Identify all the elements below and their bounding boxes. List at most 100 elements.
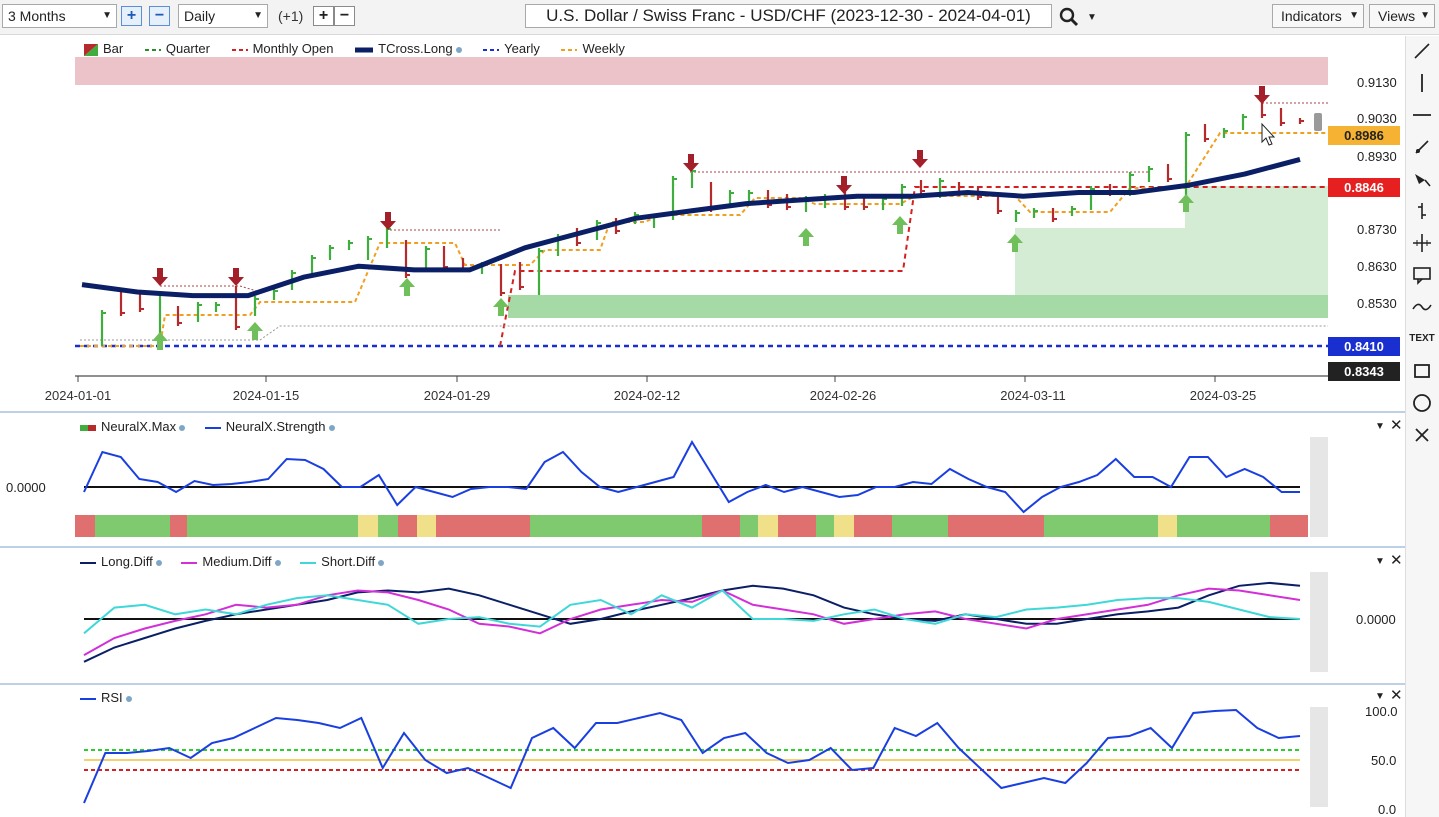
panel-menu-icon[interactable]: ▼ — [1375, 421, 1385, 432]
price-marker-tool-icon[interactable] — [1409, 198, 1435, 224]
price-tick-label: 0.8630 — [1357, 259, 1397, 274]
neural-max-segment — [378, 515, 398, 537]
delete-drawings-icon[interactable] — [1409, 422, 1435, 448]
legend-medium-diff[interactable]: Medium.Diff — [181, 554, 281, 569]
offset-label: (+1) — [278, 8, 304, 24]
settings-dot-icon[interactable] — [378, 559, 385, 566]
crosshair-tool-icon[interactable] — [1409, 230, 1435, 256]
buy-signal-arrow-icon — [399, 278, 415, 296]
diff-zero-label: 0.0000 — [1356, 612, 1396, 627]
legend-short-diff-label: Short.Diff — [321, 554, 376, 569]
drawing-tools-panel — [1405, 36, 1439, 817]
horizontal-line-tool-icon[interactable] — [1409, 102, 1435, 128]
settings-dot-icon[interactable] — [328, 424, 335, 431]
buy-signal-arrow-icon — [892, 216, 908, 234]
text-tool-icon[interactable]: TEXT — [1409, 333, 1435, 344]
interval-select[interactable]: Daily ▼ — [178, 4, 268, 28]
rsi-line — [83, 708, 1301, 804]
price-tick-label: 0.8730 — [1357, 222, 1397, 237]
buy-signal-arrow-icon — [798, 228, 814, 246]
trend-line-tool-icon[interactable] — [1409, 38, 1435, 64]
toolbar: 3 Months ▼ + − Daily ▼ (+1) + − U.S. Dolla… — [0, 0, 1439, 35]
legend-monthly-open-label: Monthly Open — [252, 41, 334, 56]
legend-neural-strength[interactable]: NeuralX.Strength — [204, 419, 335, 434]
legend-long-diff[interactable]: Long.Diff — [80, 554, 162, 569]
x-date-label: 2024-02-12 — [613, 388, 681, 403]
chevron-down-icon: ▼ — [1349, 10, 1359, 21]
x-date-label: 2024-03-11 — [1000, 388, 1066, 403]
neural-max-segment — [436, 515, 530, 537]
legend-weekly[interactable]: Weekly — [561, 41, 625, 56]
vertical-line-tool-icon[interactable] — [1409, 70, 1435, 96]
comment-tool-icon[interactable] — [1409, 262, 1435, 288]
panel-menu-icon[interactable]: ▼ — [1375, 556, 1385, 567]
neural-max-segment — [758, 515, 778, 537]
legend-quarter-label: Quarter — [165, 41, 210, 56]
neural-max-segment — [1270, 515, 1308, 537]
monthly-open-line — [499, 186, 1328, 347]
ellipse-tool-icon[interactable] — [1409, 390, 1435, 416]
legend-neural-max[interactable]: NeuralX.Max — [80, 419, 186, 434]
guide-line — [160, 285, 261, 293]
views-button[interactable]: Views ▼ — [1369, 4, 1435, 28]
rsi-tick-label: 0.0 — [1378, 802, 1397, 817]
price-chart-canvas[interactable] — [0, 0, 1405, 817]
panel-divider[interactable] — [0, 411, 1405, 413]
remove-offset-button[interactable]: − — [334, 6, 355, 26]
symbol-title-field[interactable]: U.S. Dollar / Swiss Franc - USD/CHF (202… — [525, 4, 1052, 28]
legend-monthly-open[interactable]: Monthly Open — [231, 41, 334, 56]
x-ticks — [77, 376, 1216, 382]
settings-dot-icon[interactable] — [155, 559, 162, 566]
legend-quarter[interactable]: Quarter — [144, 41, 210, 56]
rectangle-tool-icon[interactable] — [1409, 358, 1435, 384]
neural-max-segment — [948, 515, 1044, 537]
panel-divider[interactable] — [0, 683, 1405, 685]
settings-dot-icon[interactable] — [179, 424, 186, 431]
legend-rsi[interactable]: RSI — [80, 690, 132, 705]
neural-max-segment — [530, 515, 702, 537]
rsi-scroll-track[interactable] — [1310, 707, 1328, 807]
legend-tcross-long[interactable]: TCross.Long — [355, 41, 462, 56]
indicators-label: Indicators — [1281, 8, 1342, 24]
search-dropdown-icon[interactable]: ▼ — [1087, 12, 1097, 23]
neural-legend: NeuralX.Max NeuralX.Strength — [80, 419, 335, 434]
settings-dot-icon[interactable] — [455, 46, 462, 53]
long-diff-line — [83, 581, 1301, 663]
buy-signal-arrow-icon — [1007, 234, 1023, 252]
mouse-cursor-icon — [1261, 122, 1276, 146]
legend-yearly[interactable]: Yearly — [483, 41, 540, 56]
neural-scroll-track[interactable] — [1310, 437, 1328, 537]
resistance-zone — [75, 57, 1328, 85]
wave-tool-icon[interactable] — [1409, 294, 1435, 320]
indicators-button[interactable]: Indicators ▼ — [1272, 4, 1364, 28]
diff-scroll-track[interactable] — [1310, 572, 1328, 672]
close-panel-icon[interactable]: ✕ — [1390, 552, 1403, 569]
zoom-in-button[interactable]: + — [121, 6, 142, 26]
close-panel-icon[interactable]: ✕ — [1390, 417, 1403, 434]
scroll-handle[interactable] — [1314, 113, 1322, 131]
add-offset-button[interactable]: + — [313, 6, 334, 26]
chevron-down-icon: ▼ — [253, 10, 263, 21]
guide-line — [80, 325, 1328, 341]
x-date-label: 2024-01-15 — [232, 388, 300, 403]
panel-divider[interactable] — [0, 546, 1405, 548]
neural-max-segment — [834, 515, 854, 537]
panel-menu-icon[interactable]: ▼ — [1375, 691, 1385, 702]
weekly-price-tag: 0.8986 — [1328, 126, 1400, 145]
zoom-out-button[interactable]: − — [149, 6, 170, 26]
settings-dot-icon[interactable] — [125, 695, 132, 702]
ray-tool-icon[interactable] — [1409, 134, 1435, 160]
settings-dot-icon[interactable] — [274, 559, 281, 566]
legend-yearly-label: Yearly — [504, 41, 540, 56]
pen-tool-icon[interactable] — [1409, 166, 1435, 192]
legend-short-diff[interactable]: Short.Diff — [300, 554, 385, 569]
chevron-down-icon: ▼ — [102, 10, 112, 21]
neural-max-segment — [187, 515, 358, 537]
buy-signal-arrow-icon — [247, 322, 263, 340]
close-panel-icon[interactable]: ✕ — [1390, 687, 1403, 704]
period-select[interactable]: 3 Months ▼ — [2, 4, 117, 28]
interval-value: Daily — [184, 8, 216, 24]
neural-max-segment — [740, 515, 758, 537]
search-icon[interactable] — [1058, 6, 1080, 28]
legend-bar[interactable]: Bar — [84, 41, 123, 56]
